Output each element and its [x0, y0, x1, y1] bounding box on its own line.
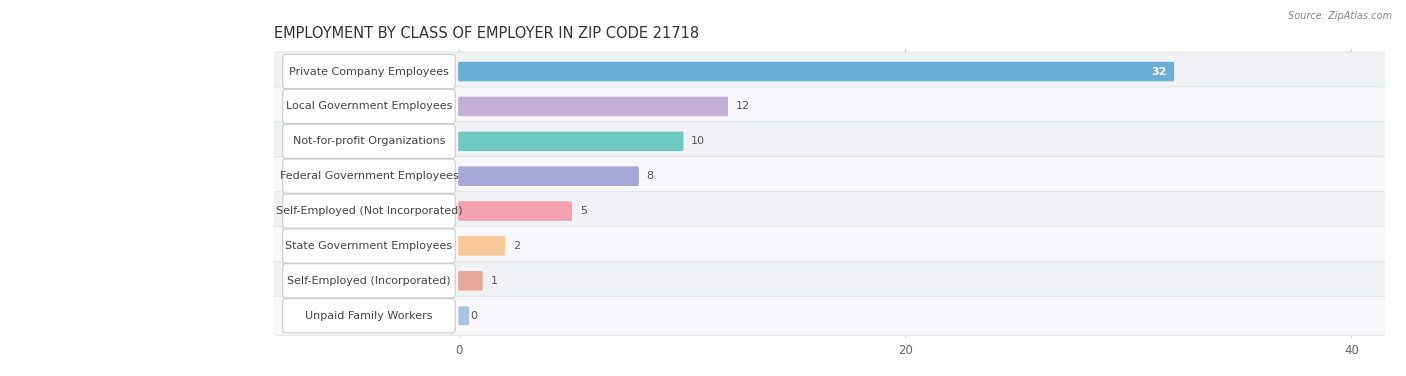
FancyBboxPatch shape	[283, 89, 456, 124]
FancyBboxPatch shape	[283, 194, 456, 228]
Text: 1: 1	[491, 276, 498, 286]
Text: Local Government Employees: Local Government Employees	[285, 102, 453, 111]
Text: Self-Employed (Incorporated): Self-Employed (Incorporated)	[287, 276, 451, 286]
FancyBboxPatch shape	[458, 306, 470, 325]
Text: 12: 12	[735, 102, 749, 111]
FancyBboxPatch shape	[458, 271, 482, 291]
FancyBboxPatch shape	[458, 236, 505, 256]
Text: EMPLOYMENT BY CLASS OF EMPLOYER IN ZIP CODE 21718: EMPLOYMENT BY CLASS OF EMPLOYER IN ZIP C…	[274, 26, 699, 41]
FancyBboxPatch shape	[273, 122, 1386, 161]
FancyBboxPatch shape	[273, 52, 1386, 91]
FancyBboxPatch shape	[283, 264, 456, 298]
FancyBboxPatch shape	[273, 226, 1386, 265]
Text: Private Company Employees: Private Company Employees	[290, 67, 449, 77]
FancyBboxPatch shape	[273, 261, 1386, 300]
Text: Source: ZipAtlas.com: Source: ZipAtlas.com	[1288, 11, 1392, 21]
FancyBboxPatch shape	[458, 97, 728, 116]
Text: Unpaid Family Workers: Unpaid Family Workers	[305, 311, 433, 321]
Text: 8: 8	[647, 171, 654, 181]
FancyBboxPatch shape	[273, 157, 1386, 196]
FancyBboxPatch shape	[283, 299, 456, 333]
FancyBboxPatch shape	[458, 62, 1174, 81]
FancyBboxPatch shape	[283, 159, 456, 193]
FancyBboxPatch shape	[283, 55, 456, 89]
Text: Not-for-profit Organizations: Not-for-profit Organizations	[292, 136, 446, 146]
FancyBboxPatch shape	[273, 87, 1386, 126]
Text: 10: 10	[692, 136, 706, 146]
Text: 5: 5	[579, 206, 586, 216]
Text: 2: 2	[513, 241, 520, 251]
Text: Federal Government Employees: Federal Government Employees	[280, 171, 458, 181]
FancyBboxPatch shape	[458, 167, 638, 186]
FancyBboxPatch shape	[458, 201, 572, 221]
Text: State Government Employees: State Government Employees	[285, 241, 453, 251]
Text: 0: 0	[471, 311, 478, 321]
FancyBboxPatch shape	[273, 191, 1386, 230]
Text: Self-Employed (Not Incorporated): Self-Employed (Not Incorporated)	[276, 206, 463, 216]
FancyBboxPatch shape	[273, 296, 1386, 335]
FancyBboxPatch shape	[283, 229, 456, 263]
FancyBboxPatch shape	[283, 124, 456, 158]
FancyBboxPatch shape	[458, 132, 683, 151]
Text: 32: 32	[1152, 67, 1167, 77]
